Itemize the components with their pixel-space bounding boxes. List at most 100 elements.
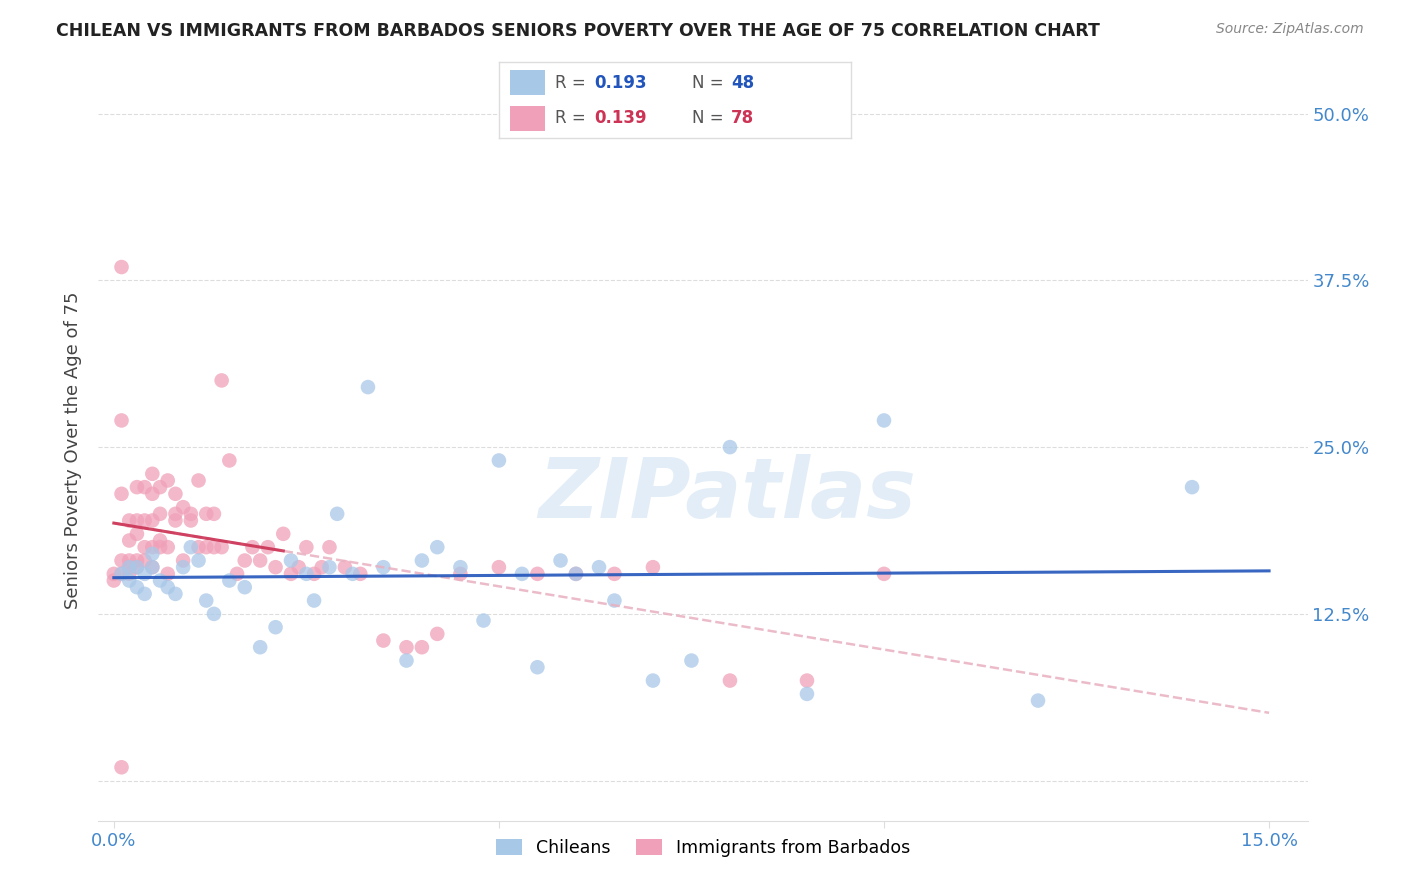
- Point: [118, 514, 141, 528]
- Point: [156, 566, 179, 581]
- Point: [195, 507, 218, 521]
- Text: 0.193: 0.193: [593, 73, 647, 92]
- Point: [373, 560, 395, 574]
- Point: [488, 560, 510, 574]
- Point: [141, 560, 163, 574]
- Point: [125, 580, 148, 594]
- Point: [1181, 480, 1204, 494]
- Point: [125, 526, 148, 541]
- Legend: Chileans, Immigrants from Barbados: Chileans, Immigrants from Barbados: [489, 832, 917, 863]
- Point: [110, 553, 132, 567]
- Point: [641, 560, 664, 574]
- Point: [125, 514, 148, 528]
- Point: [796, 687, 818, 701]
- Point: [141, 487, 163, 501]
- Point: [565, 566, 588, 581]
- Point: [249, 553, 271, 567]
- Point: [165, 487, 187, 501]
- Point: [141, 467, 163, 481]
- Point: [588, 560, 610, 574]
- Text: CHILEAN VS IMMIGRANTS FROM BARBADOS SENIORS POVERTY OVER THE AGE OF 75 CORRELATI: CHILEAN VS IMMIGRANTS FROM BARBADOS SENI…: [56, 22, 1099, 40]
- Point: [134, 480, 156, 494]
- Point: [311, 560, 333, 574]
- Point: [211, 373, 233, 387]
- Point: [134, 540, 156, 554]
- Point: [125, 480, 148, 494]
- Point: [603, 566, 626, 581]
- Point: [110, 487, 132, 501]
- Point: [249, 640, 271, 655]
- Point: [449, 566, 471, 581]
- Point: [218, 574, 240, 588]
- Point: [110, 760, 132, 774]
- Point: [172, 560, 194, 574]
- Point: [565, 566, 588, 581]
- Point: [295, 540, 318, 554]
- Point: [218, 453, 240, 467]
- Point: [342, 566, 364, 581]
- Point: [180, 514, 202, 528]
- Point: [718, 673, 741, 688]
- Point: [195, 540, 218, 554]
- Point: [110, 413, 132, 427]
- Point: [603, 593, 626, 607]
- Point: [326, 507, 349, 521]
- Point: [411, 553, 433, 567]
- Point: [141, 560, 163, 574]
- Point: [257, 540, 280, 554]
- Point: [233, 553, 256, 567]
- Point: [202, 607, 225, 621]
- Point: [295, 566, 318, 581]
- Point: [165, 587, 187, 601]
- Point: [873, 566, 896, 581]
- Point: [333, 560, 356, 574]
- Point: [165, 514, 187, 528]
- Point: [349, 566, 371, 581]
- Point: [318, 540, 340, 554]
- Text: N =: N =: [693, 109, 730, 128]
- Point: [280, 566, 302, 581]
- Point: [156, 474, 179, 488]
- Point: [302, 566, 325, 581]
- Point: [118, 560, 141, 574]
- Point: [796, 673, 818, 688]
- Point: [103, 566, 125, 581]
- Point: [141, 540, 163, 554]
- Point: [110, 260, 132, 274]
- Point: [395, 640, 418, 655]
- Text: N =: N =: [693, 73, 730, 92]
- Point: [134, 587, 156, 601]
- Point: [510, 566, 533, 581]
- Text: Source: ZipAtlas.com: Source: ZipAtlas.com: [1216, 22, 1364, 37]
- Bar: [510, 105, 546, 130]
- Point: [264, 560, 287, 574]
- Point: [242, 540, 264, 554]
- Point: [226, 566, 249, 581]
- Point: [395, 654, 418, 668]
- Point: [264, 620, 287, 634]
- Point: [118, 533, 141, 548]
- Point: [141, 547, 163, 561]
- Text: 78: 78: [731, 109, 754, 128]
- Y-axis label: Seniors Poverty Over the Age of 75: Seniors Poverty Over the Age of 75: [65, 292, 83, 609]
- Point: [550, 553, 572, 567]
- Point: [156, 540, 179, 554]
- Point: [641, 673, 664, 688]
- Point: [149, 533, 172, 548]
- Point: [411, 640, 433, 655]
- Bar: [510, 70, 546, 95]
- Point: [202, 540, 225, 554]
- Point: [280, 553, 302, 567]
- Point: [681, 654, 703, 668]
- Point: [125, 553, 148, 567]
- Text: ZIPatlas: ZIPatlas: [538, 454, 917, 535]
- Point: [180, 507, 202, 521]
- Point: [172, 553, 194, 567]
- Point: [449, 560, 471, 574]
- Point: [357, 380, 380, 394]
- Point: [318, 560, 340, 574]
- Point: [1026, 693, 1049, 707]
- Point: [172, 500, 194, 515]
- Point: [195, 593, 218, 607]
- Text: 48: 48: [731, 73, 754, 92]
